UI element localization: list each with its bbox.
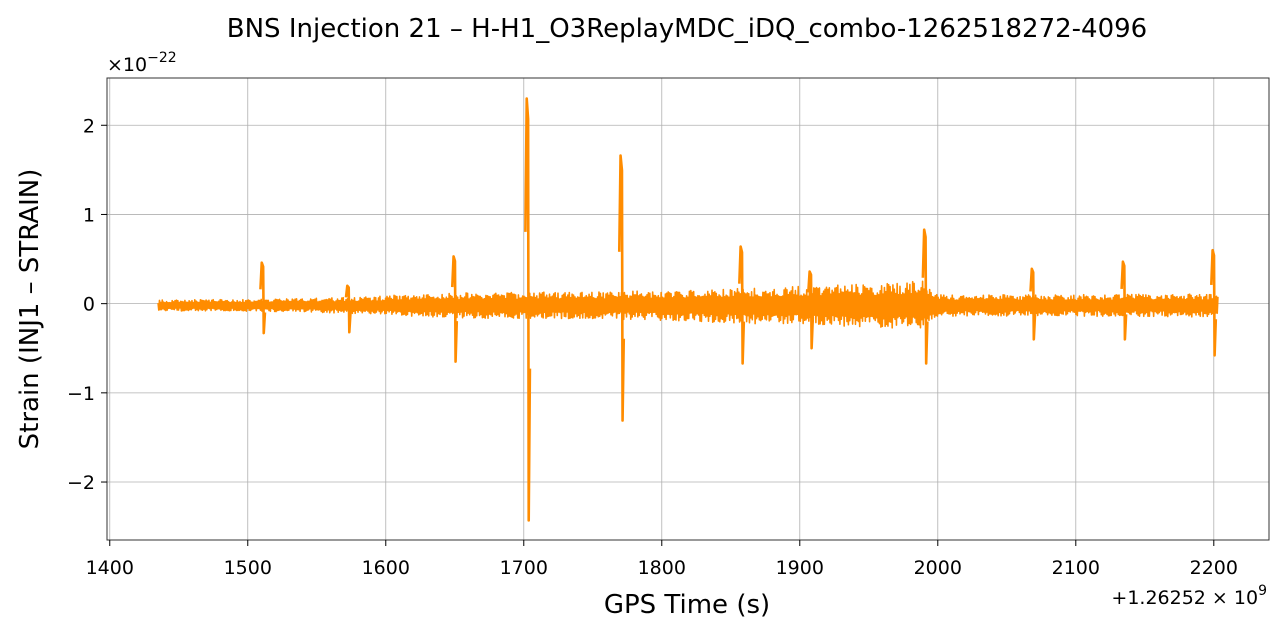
y-tick-label: 2 — [83, 115, 95, 137]
y-tick-label: −2 — [67, 472, 95, 494]
y-scale-multiplier: ×10−22 — [107, 50, 177, 76]
y-axis-label: Strain (INJ1 – STRAIN) — [15, 169, 45, 450]
x-tick-label: 2000 — [914, 557, 962, 579]
svg-text:×10−22: ×10−22 — [107, 50, 177, 76]
strain-injection-spike — [807, 270, 815, 350]
strain-noise-trace — [157, 280, 1219, 329]
x-tick-label: 1400 — [86, 557, 134, 579]
x-tick-label: 1700 — [500, 557, 548, 579]
x-tick-label: 2200 — [1190, 557, 1238, 579]
strain-injection-spike — [617, 154, 626, 422]
x-axis-label: GPS Time (s) — [604, 590, 770, 620]
strain-injection-spike — [1120, 260, 1128, 341]
x-offset-exponent: 9 — [1258, 583, 1267, 599]
strain-injection-spike — [1210, 248, 1218, 357]
strain-injection-spike — [524, 97, 532, 522]
chart-title: BNS Injection 21 – H-H1_O3ReplayMDC_iDQ_… — [227, 14, 1147, 44]
y-scale-exponent: −22 — [147, 50, 177, 66]
strain-injection-spike — [259, 261, 267, 335]
series-strain — [157, 97, 1219, 522]
strain-injection-spike — [1029, 267, 1037, 341]
svg-text:+1.26252 × 109: +1.26252 × 109 — [1111, 583, 1267, 609]
strain-injection-spike — [738, 245, 746, 365]
y-tick-label: −1 — [67, 383, 95, 405]
x-offset-base: +1.26252 × 10 — [1111, 587, 1258, 609]
plot-area-frame — [106, 77, 1270, 541]
y-tick-label: 0 — [83, 294, 95, 316]
x-tick-label: 1800 — [638, 557, 686, 579]
x-tick-label: 1600 — [362, 557, 410, 579]
y-scale-base: ×10 — [107, 54, 147, 76]
x-tick-label: 1500 — [224, 557, 272, 579]
y-axis-ticks: −2 −1 0 1 2 — [67, 115, 107, 494]
x-axis-ticks: 1400 1500 1600 1700 1800 1900 2000 2100 2200 — [86, 540, 1238, 579]
grid-lines — [107, 78, 1269, 540]
strain-injection-spike — [450, 255, 459, 363]
x-tick-label: 1900 — [776, 557, 824, 579]
strain-injection-spike — [921, 228, 929, 365]
x-tick-label: 2100 — [1052, 557, 1100, 579]
y-tick-label: 1 — [83, 204, 95, 226]
strain-injection-spike — [344, 284, 352, 334]
x-offset-annotation: +1.26252 × 109 — [1111, 583, 1267, 609]
